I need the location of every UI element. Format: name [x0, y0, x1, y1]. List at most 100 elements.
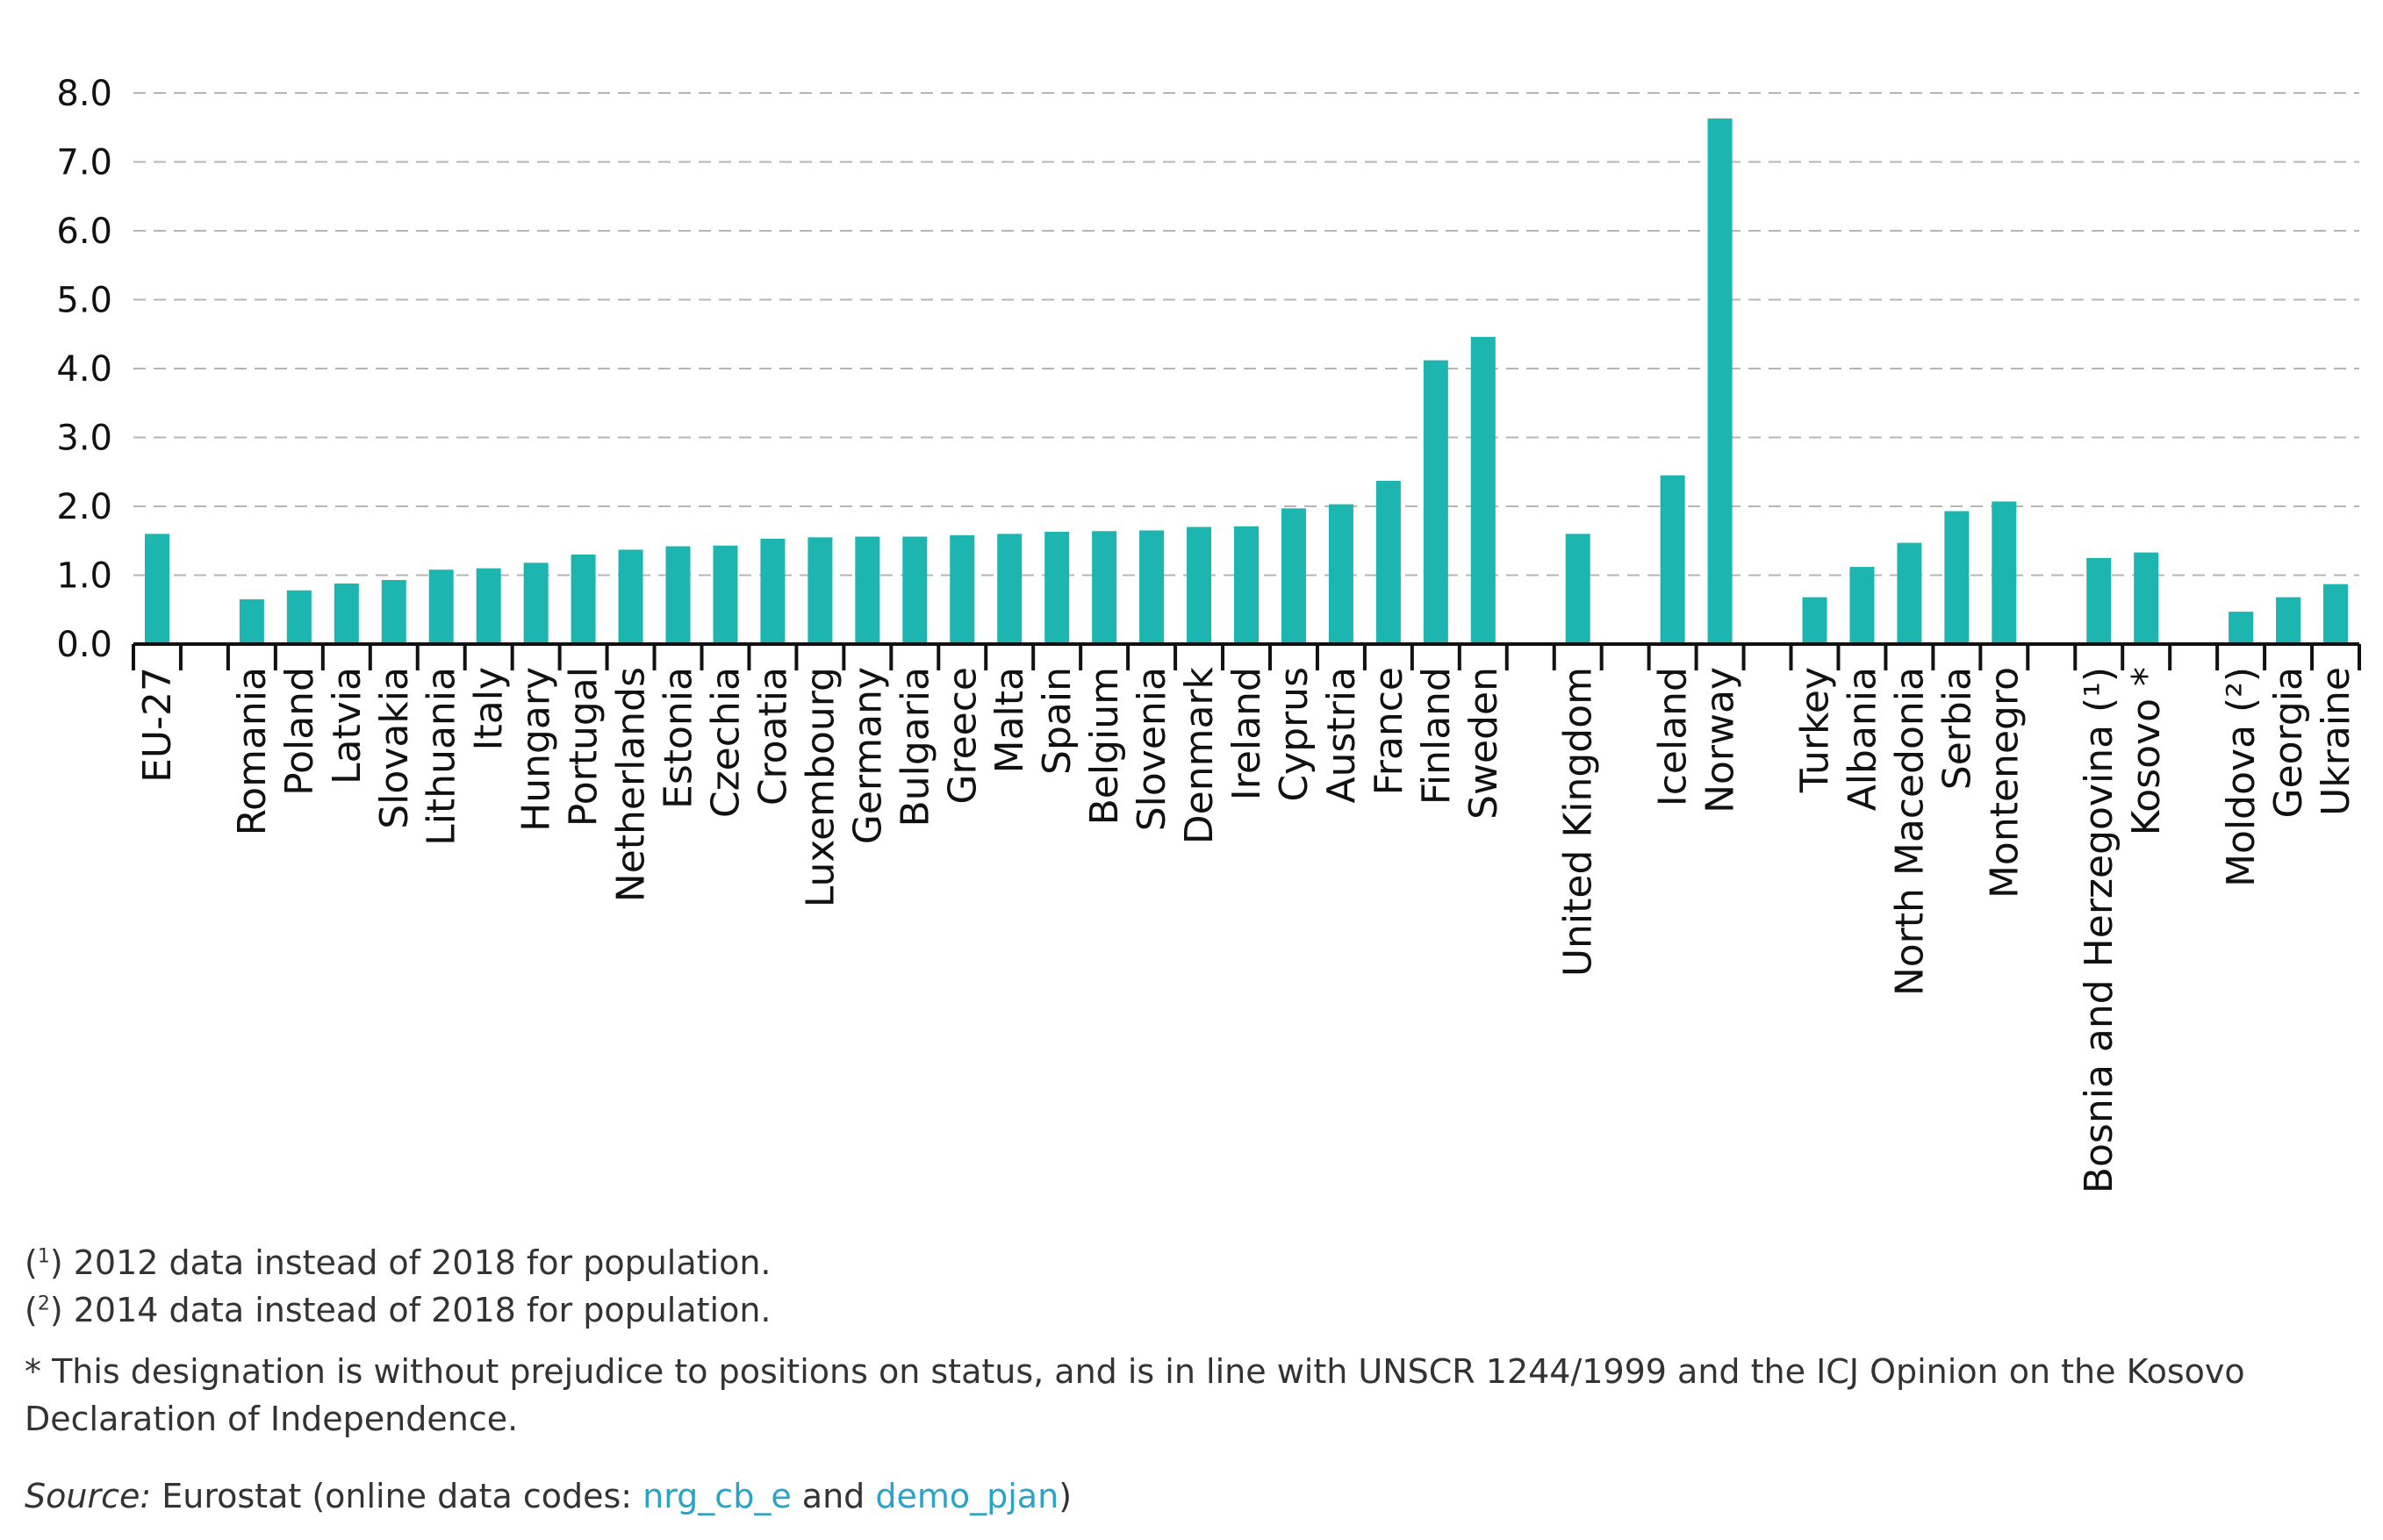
- source-and: and: [791, 1477, 876, 1515]
- category-label: Norway: [1698, 667, 1743, 813]
- category-label: United Kingdom: [1556, 667, 1601, 977]
- category-label: Germany: [845, 667, 890, 844]
- bar: [1092, 531, 1117, 644]
- bar: [381, 579, 406, 644]
- category-label: Slovenia: [1130, 667, 1174, 831]
- category-label: Netherlands: [609, 667, 654, 902]
- source-label: Source:: [25, 1477, 152, 1515]
- bar: [1187, 526, 1212, 644]
- footnote-2: (2) 2014 data instead of 2018 for popula…: [25, 1291, 772, 1329]
- bar: [1802, 597, 1827, 644]
- category-label: Denmark: [1177, 666, 1222, 844]
- bar: [2323, 584, 2349, 644]
- category-label: Portugal: [562, 667, 607, 827]
- category-label: Kosovo *: [2124, 667, 2169, 835]
- bar: [286, 590, 312, 644]
- category-label: Serbia: [1934, 667, 1979, 790]
- bar: [1470, 336, 1496, 644]
- y-tick-label: 7.0: [56, 143, 112, 183]
- bar: [334, 583, 359, 644]
- bar: [144, 534, 169, 644]
- y-tick-label: 0.0: [56, 625, 112, 665]
- category-label: Albania: [1840, 667, 1884, 811]
- category-label: Italy: [467, 667, 512, 750]
- y-tick-label: 6.0: [56, 211, 112, 252]
- bar: [2086, 557, 2112, 644]
- bar: [1707, 118, 1733, 645]
- bar: [1897, 542, 1922, 644]
- bar: [807, 537, 833, 644]
- bar: [1281, 508, 1306, 644]
- source-link-nrg-cb-e[interactable]: nrg_cb_e: [642, 1477, 792, 1515]
- footnote-1-mark: 1: [37, 1245, 50, 1268]
- footnote-1-text: ) 2012 data instead of 2018 for populati…: [49, 1243, 772, 1282]
- bar: [1992, 501, 2017, 644]
- y-tick-label: 2.0: [56, 487, 112, 527]
- source-text: Eurostat (online data codes:: [151, 1477, 643, 1515]
- footnote-2-text: ) 2014 data instead of 2018 for populati…: [49, 1291, 772, 1329]
- category-label: Czechia: [703, 667, 748, 818]
- bar: [571, 554, 596, 644]
- bar: [476, 568, 501, 644]
- bar: [997, 534, 1023, 644]
- category-label: Ukraine: [2314, 667, 2358, 816]
- category-label: Romania: [230, 667, 275, 835]
- source-line: Source: Eurostat (online data codes: nrg…: [25, 1472, 2342, 1520]
- bar: [1139, 530, 1165, 644]
- category-label: EU-27: [135, 667, 180, 783]
- y-tick-label: 3.0: [56, 419, 112, 459]
- category-label: Croatia: [750, 667, 795, 806]
- bar: [523, 562, 549, 644]
- y-tick-label: 5.0: [56, 281, 112, 321]
- category-label: North Macedonia: [1887, 667, 1932, 996]
- bar: [2134, 552, 2159, 644]
- bar: [1849, 567, 1875, 644]
- category-label: Hungary: [514, 667, 559, 832]
- source-close: ): [1059, 1477, 1073, 1515]
- category-label: Moldova (²): [2219, 667, 2264, 887]
- category-label: Malta: [987, 667, 1032, 773]
- bar: [1565, 534, 1590, 644]
- category-label: Spain: [1035, 667, 1080, 775]
- category-label: Montenegro: [1982, 667, 2027, 899]
- bar: [2229, 612, 2254, 644]
- bar: [1328, 504, 1353, 644]
- footnotes: (1) 2012 data instead of 2018 for popula…: [25, 1239, 2342, 1520]
- category-label: Cyprus: [1272, 667, 1317, 802]
- bar: [665, 546, 691, 644]
- category-label: Lithuania: [420, 667, 464, 846]
- category-label: Greece: [940, 667, 985, 805]
- bar: [1375, 480, 1401, 644]
- category-label: Turkey: [1792, 667, 1837, 793]
- category-label: Sweden: [1461, 667, 1506, 820]
- bar: [1660, 475, 1685, 644]
- category-label: Poland: [277, 667, 322, 796]
- bar: [1234, 526, 1259, 644]
- category-label: Finland: [1414, 667, 1459, 805]
- bar: [1044, 532, 1070, 644]
- footnote-2-mark: 2: [37, 1293, 50, 1315]
- category-label: Iceland: [1651, 667, 1696, 806]
- category-label: Estonia: [657, 667, 701, 809]
- category-label: Ireland: [1224, 667, 1269, 800]
- category-label: Luxembourg: [798, 667, 843, 907]
- source-link-demo-pjan[interactable]: demo_pjan: [875, 1477, 1059, 1515]
- category-label: Belgium: [1082, 667, 1127, 825]
- category-label: Latvia: [325, 667, 370, 784]
- bar: [2276, 597, 2301, 644]
- bar: [902, 536, 928, 644]
- bar: [428, 569, 454, 644]
- footnote-kosovo: * This designation is without prejudice …: [25, 1352, 2245, 1438]
- bar: [713, 545, 738, 644]
- footnote-1: (1) 2012 data instead of 2018 for popula…: [25, 1243, 772, 1282]
- category-label: Slovakia: [372, 667, 417, 829]
- bar-chart: 0.01.02.03.04.05.06.07.08.0EU-27 Romania P…: [56, 74, 2361, 1193]
- bar: [1423, 360, 1448, 644]
- y-tick-label: 4.0: [56, 349, 112, 390]
- category-label: Bosnia and Herzegovina (¹): [2077, 667, 2121, 1193]
- bar: [950, 534, 975, 644]
- y-tick-label: 8.0: [56, 74, 112, 114]
- bar: [239, 598, 264, 644]
- bar: [855, 536, 880, 644]
- bar: [1944, 511, 1970, 644]
